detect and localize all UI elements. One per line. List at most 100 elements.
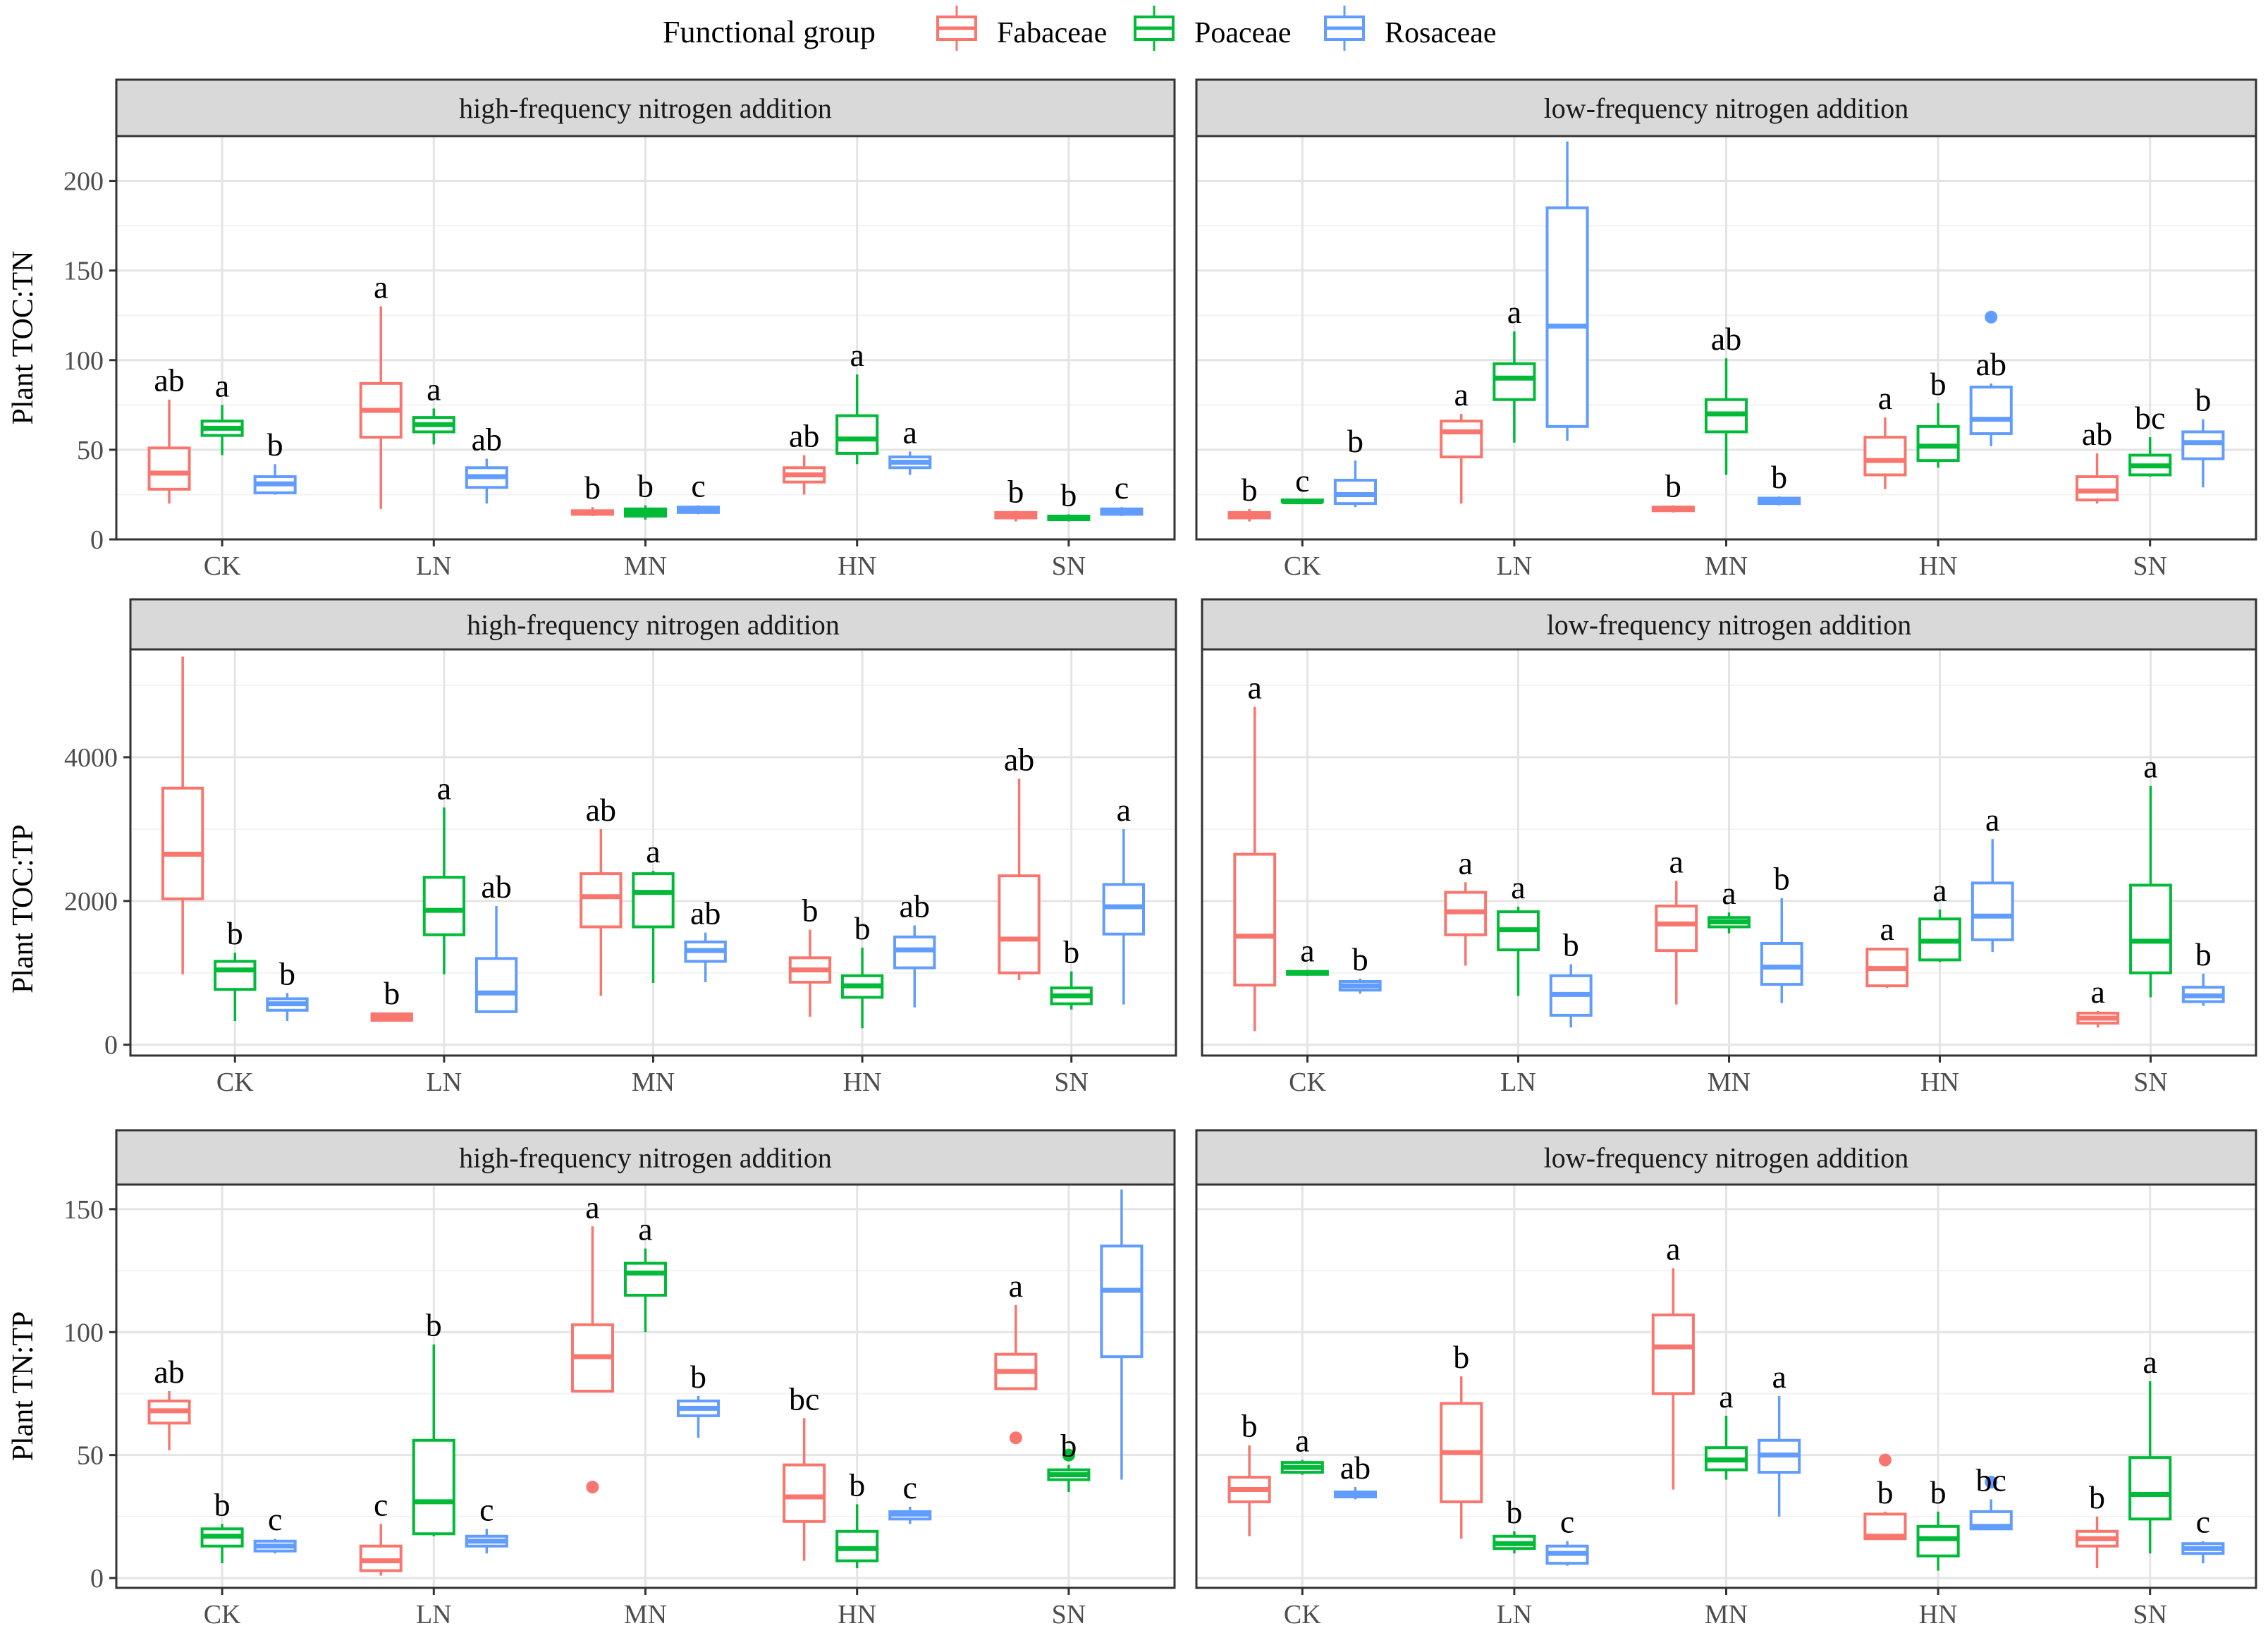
facet-panel: abbccbcaabbcbcabahigh-frequency nitrogen… — [7, 1129, 1176, 1629]
box-ck-rosaceae: c — [253, 1501, 297, 1554]
significance-label: b — [1453, 1339, 1469, 1375]
legend-key — [1324, 6, 1365, 51]
box-sn-rosaceae: b — [2181, 936, 2225, 1006]
box-hn-rosaceae: c — [888, 1469, 932, 1524]
box-mn-rosaceae: a — [1758, 1359, 1801, 1517]
x-tick-label: SN — [2133, 1600, 2167, 1629]
significance-label: bc — [2135, 400, 2165, 436]
box-sn-poaceae: a — [2129, 749, 2172, 998]
significance-label: bc — [789, 1381, 819, 1417]
box-mn-rosaceae: ab — [684, 895, 727, 983]
facet-strip: high-frequency nitrogen addition — [115, 1129, 1176, 1186]
significance-label: b — [1877, 1474, 1893, 1510]
box-body — [1651, 1313, 1695, 1395]
x-axis: CK LN MN HN SN — [204, 1588, 1086, 1629]
facet-panel: abbbaababaabbbababbahigh-frequency nitro… — [7, 598, 1177, 1097]
box-mn-fabaceae: a — [1655, 843, 1698, 1005]
significance-label: a — [2091, 974, 2105, 1010]
y-axis: 0 50 100 150 200 Plant TOC:TN — [7, 167, 116, 555]
significance-label: ab — [154, 362, 184, 398]
box-ln-fabaceae: a — [1440, 377, 1483, 504]
y-axis: 0 50 100 150 Plant TN:TP — [7, 1195, 116, 1594]
significance-label: ab — [1004, 742, 1034, 778]
box-mn-rosaceae: b — [1760, 861, 1803, 1003]
x-tick-label: MN — [1705, 1600, 1748, 1629]
significance-label: b — [1665, 468, 1681, 504]
facet-strip: low-frequency nitrogen addition — [1201, 598, 2257, 651]
x-axis: CK LN MN HN SN — [216, 1056, 1089, 1097]
box-mn-poaceae: a — [1708, 875, 1751, 934]
facet-strip: low-frequency nitrogen addition — [1195, 1129, 2257, 1186]
box-mn-fabaceae: b — [1651, 468, 1695, 513]
box-body — [2129, 883, 2172, 974]
box-mn-poaceae: a — [632, 833, 675, 984]
facet-strip: high-frequency nitrogen addition — [115, 78, 1176, 137]
box-ck-fabaceae: ab — [147, 362, 191, 504]
significance-label: b — [1060, 1428, 1077, 1464]
significance-label: b — [1506, 1494, 1522, 1530]
legend-title: Functional group — [663, 15, 876, 49]
box-sn-rosaceae: c — [1100, 470, 1144, 516]
significance-label: c — [1295, 463, 1309, 499]
legend-label: Poaceae — [1194, 17, 1292, 49]
box-body — [998, 874, 1041, 974]
x-tick-label: LN — [1497, 551, 1533, 581]
box-body — [1863, 436, 1907, 477]
box-body — [632, 872, 675, 929]
box-body — [1333, 479, 1378, 506]
box-mn-fabaceae: ab — [580, 792, 623, 996]
box-hn-poaceae: b — [840, 910, 884, 1029]
box-body — [2128, 1456, 2172, 1521]
box-body — [623, 1261, 668, 1297]
box-ln-poaceae: a — [1497, 869, 1540, 996]
significance-label: a — [2143, 1344, 2157, 1380]
box-ln-rosaceae: c — [1545, 1504, 1589, 1566]
significance-label: b — [1242, 472, 1258, 508]
significance-label: b — [1352, 941, 1368, 977]
x-tick-label: MN — [624, 1600, 667, 1629]
significance-label: a — [1985, 802, 1999, 838]
box-sn-poaceae: b — [1047, 1428, 1091, 1492]
box-mn-rosaceae: b — [677, 1359, 721, 1438]
significance-label: ab — [789, 418, 819, 454]
significance-label: b — [1347, 423, 1363, 459]
box-hn-fabaceae: b — [1863, 1453, 1907, 1541]
box-mn-rosaceae: b — [1758, 459, 1801, 506]
box-sn-rosaceae: c — [2181, 1504, 2225, 1564]
box-ln-rosaceae: a — [1545, 104, 1589, 441]
y-tick-label: 2000 — [64, 887, 118, 917]
y-tick-label: 50 — [77, 436, 104, 465]
box-ck-rosaceae: b — [253, 427, 297, 495]
box-body — [214, 960, 257, 991]
box-hn-poaceae: a — [1918, 872, 1961, 962]
legend: Functional group Fabaceae Poaceae Rosaceae — [663, 6, 1497, 51]
x-tick-label: LN — [416, 551, 452, 581]
significance-label: c — [691, 468, 705, 504]
box-body — [147, 446, 191, 491]
y-tick-label: 200 — [63, 167, 104, 197]
box-ck-rosaceae: ab — [1333, 1450, 1378, 1500]
legend-label: Rosaceae — [1385, 17, 1497, 49]
significance-label: b — [2089, 1479, 2105, 1515]
box-hn-rosaceae: ab — [1969, 310, 2013, 446]
significance-label: a — [437, 770, 451, 806]
significance-label: a — [1878, 380, 1892, 416]
box-sn-rosaceae: b — [2181, 382, 2225, 488]
y-tick-label: 100 — [63, 346, 104, 376]
significance-label: ab — [1976, 346, 2006, 382]
y-tick-label: 0 — [104, 1031, 118, 1060]
box-body — [1969, 385, 2013, 436]
x-tick-label: MN — [1705, 551, 1748, 581]
legend-key — [1134, 6, 1175, 51]
box-body — [1916, 424, 1960, 463]
x-tick-label: HN — [838, 1600, 876, 1629]
facet-panel: bcbaaababbabababbcblow-frequency nitroge… — [1195, 78, 2257, 581]
significance-label: b — [214, 1486, 231, 1522]
significance-label: a — [1454, 377, 1469, 412]
y-tick-label: 50 — [77, 1441, 104, 1471]
box-ck-fabaceae: b — [1227, 472, 1271, 522]
significance-label: b — [267, 427, 283, 463]
box-body — [474, 957, 518, 1013]
significance-label: a — [903, 414, 917, 450]
